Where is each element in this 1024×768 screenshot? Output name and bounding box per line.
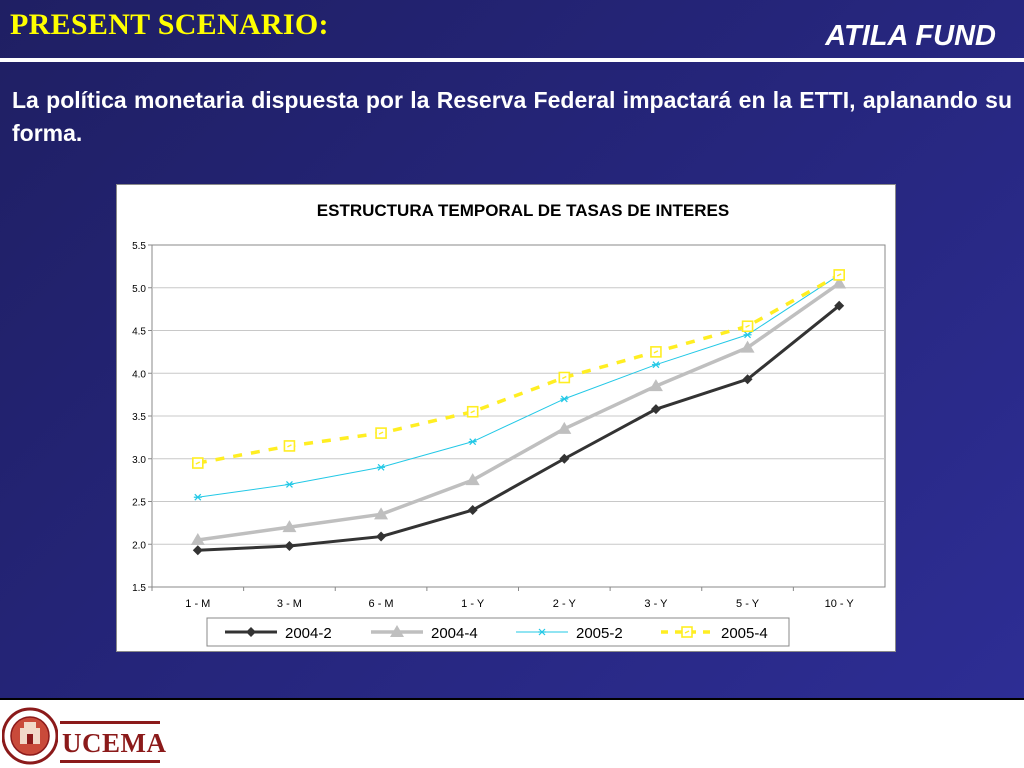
data-point [374,507,389,520]
data-point [282,520,297,533]
lead-paragraph: La política monetaria dispuesta por la R… [12,87,1012,146]
chart-panel: ESTRUCTURA TEMPORAL DE TASAS DE INTERES … [116,184,896,652]
header-divider [0,58,1024,62]
x-tick-label: 3 - Y [644,598,668,610]
data-point [467,505,478,516]
y-tick-label: 5.5 [132,241,146,252]
y-tick-label: 3.0 [132,455,146,466]
legend-entry: 2004-2 [225,625,332,642]
legend-label: 2005-4 [721,625,768,642]
legend-entry: 2005-4 [661,625,768,642]
data-point [377,463,386,471]
legend-entry: 2004-4 [371,625,478,642]
data-point [558,371,571,384]
series-line [197,282,841,542]
data-point [190,532,205,545]
logo-bar-top [60,721,160,724]
data-point [468,438,477,446]
data-point [740,340,755,353]
y-axis-ticks: 1.5 2.0 2.5 3.0 3.5 4.0 4.5 5.0 5.5 [132,241,152,594]
data-point [375,427,387,439]
x-tick-label: 1 - M [185,598,210,610]
legend-marker [538,628,546,636]
x-tick-label: 2 - Y [553,598,577,610]
x-tick-label: 6 - M [369,598,394,610]
data-point [832,276,847,289]
slide-title: PRESENT SCENARIO: [10,8,329,41]
legend-entry: 2005-2 [516,625,623,642]
series-2005-4 [192,269,845,469]
legend-marker [390,625,404,637]
y-tick-label: 1.5 [132,583,146,594]
data-point [192,457,204,469]
data-point [465,473,480,486]
yield-curve-chart: ESTRUCTURA TEMPORAL DE TASAS DE INTERES … [132,201,886,647]
legend-label: 2004-4 [431,625,478,642]
data-point [650,404,661,415]
university-seal-icon [2,707,58,765]
y-tick-label: 5.0 [132,284,146,295]
series-2004-2 [192,300,845,556]
y-tick-label: 2.0 [132,540,146,551]
x-tick-label: 5 - Y [736,598,760,610]
data-point [650,346,662,358]
series-layer [190,269,847,556]
data-point [648,379,663,392]
x-axis-ticks: 1 - M 3 - M 6 - M 1 - Y 2 - Y 3 - Y 5 - Y 10 - … [151,587,855,610]
data-point [559,453,570,464]
y-tick-label: 4.0 [132,369,146,380]
gridlines [152,287,885,545]
legend-label: 2004-2 [285,625,332,642]
logo-bar-bottom [60,760,160,763]
footer: UCEMA [0,698,1024,768]
data-point [376,531,387,542]
series-line [197,304,841,552]
series-line [197,273,841,465]
chart-title: ESTRUCTURA TEMPORAL DE TASAS DE INTERES [317,201,729,220]
x-tick-label: 1 - Y [461,598,485,610]
data-point [560,395,569,403]
brand-title: ATILA FUND [825,20,996,52]
ucema-logo: UCEMA [2,704,166,766]
data-point [466,405,479,418]
data-point [284,540,295,551]
data-point [742,374,753,385]
logo-wordmark: UCEMA [62,728,167,758]
data-point [833,269,845,281]
data-point [283,440,296,452]
legend-marker [246,627,256,637]
data-point [285,480,294,488]
legend-label: 2005-2 [576,625,623,642]
y-tick-label: 3.5 [132,412,146,423]
data-point [651,361,660,369]
legend-marker [681,626,693,638]
y-tick-label: 2.5 [132,498,146,509]
x-tick-label: 3 - M [277,598,302,610]
x-tick-label: 10 - Y [825,598,855,610]
data-point [834,300,845,311]
y-tick-label: 4.5 [132,327,146,338]
data-point [193,493,202,501]
legend: 2004-2 2004-4 2005-2 2005-4 [206,617,790,647]
data-point [743,331,752,339]
series-2004-4 [190,276,847,545]
data-point [557,421,572,434]
data-point [741,320,754,333]
data-point [192,545,203,556]
series-line [197,274,840,498]
